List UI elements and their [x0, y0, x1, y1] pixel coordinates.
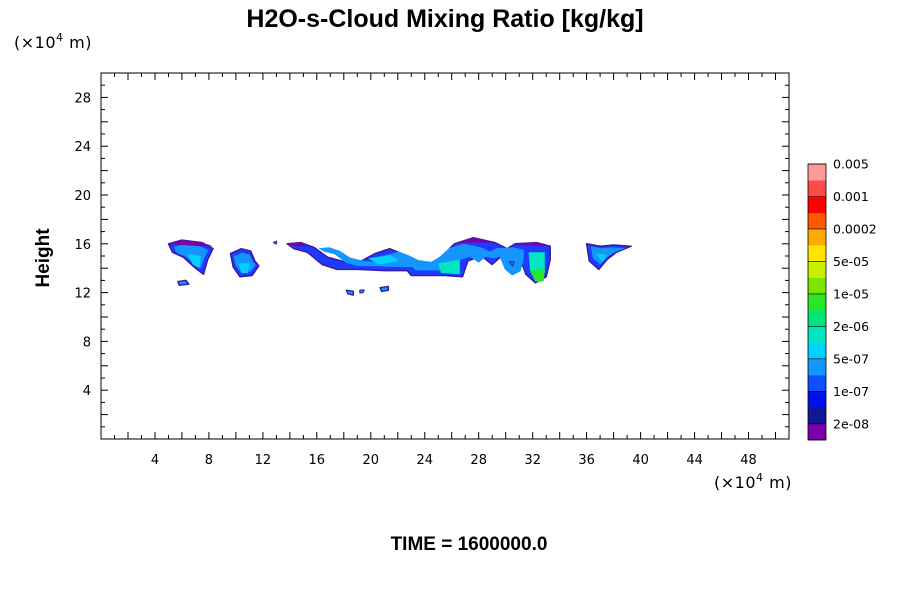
cloud-feature-2: [229, 247, 260, 278]
cloud-top-4: [287, 242, 307, 247]
x-tick-label: 12: [255, 453, 272, 468]
y-axis-label: Height: [33, 228, 54, 288]
cloud-core-7: [596, 253, 607, 263]
x-tick-label: 28: [470, 453, 487, 468]
y-tick-label: 24: [74, 140, 91, 155]
cloud-inner: [381, 287, 388, 291]
cloud-inner: [360, 290, 364, 293]
colorbar-swatch: [808, 293, 826, 311]
colorbar-swatch: [808, 228, 826, 246]
cloud-core-4: [528, 252, 545, 274]
x-unit-exp: 4: [756, 471, 764, 484]
cloud-top-3: [515, 242, 551, 247]
cloud-feature-7: [359, 289, 365, 294]
x-tick-label: 20: [363, 453, 380, 468]
x-tick-label: 36: [578, 453, 595, 468]
colorbar-swatch: [808, 196, 826, 214]
x-unit-prefix: (×10: [714, 473, 756, 492]
x-tick-label: 24: [417, 453, 434, 468]
x-tick-label: 8: [205, 453, 213, 468]
cloud-feature-4: [585, 243, 632, 271]
cloud-feature-8: [379, 285, 390, 293]
cloud-core-5: [530, 269, 545, 282]
cloud-outline: [286, 236, 551, 284]
cloud-inner: [179, 281, 188, 285]
colorbar-swatch: [808, 342, 826, 360]
colorbar-swatch: [808, 407, 826, 425]
colorbar-swatch: [808, 310, 826, 327]
colorbar-label: 0.001: [833, 189, 869, 204]
colorbar-swatch: [808, 358, 826, 376]
x-tick-label: 44: [686, 453, 703, 468]
y-unit-label: (×104 m): [14, 31, 92, 52]
cloud-top-1: [168, 240, 213, 247]
cloud-top-2: [454, 237, 495, 244]
colorbar-label: 0.0002: [833, 221, 877, 236]
y-unit-suffix: m): [64, 33, 92, 52]
colorbar-swatch: [808, 261, 826, 278]
cloud-inner: [274, 241, 277, 244]
y-tick-label: 28: [74, 91, 91, 106]
cloud-feature-6: [345, 289, 355, 296]
cloud-core-6: [368, 254, 400, 265]
colorbar-swatch: [808, 277, 826, 295]
cloud-inner: [233, 252, 256, 273]
colorbar-swatch: [808, 245, 826, 262]
colorbar-swatch: [808, 375, 826, 392]
cloud-feature-5: [177, 279, 190, 287]
colorbar-swatch: [808, 423, 826, 441]
colorbar-label: 5e-07: [833, 351, 869, 366]
y-tick-label: 12: [74, 287, 91, 302]
time-label: TIME = 1600000.0: [391, 534, 548, 555]
y-unit-prefix: (×10: [14, 33, 56, 52]
cloud-inner: [318, 243, 524, 276]
y-unit-exp: 4: [56, 31, 64, 44]
x-tick-label: 48: [740, 453, 757, 468]
x-unit-suffix: m): [764, 473, 792, 492]
y-tick-label: 8: [83, 335, 91, 350]
cloud-inner: [590, 246, 626, 265]
x-tick-label: 32: [524, 453, 541, 468]
y-tick-label: 16: [74, 238, 91, 253]
colorbar-label: 1e-07: [833, 384, 869, 399]
cloud-inner: [347, 290, 353, 295]
colorbar-swatch: [808, 164, 826, 181]
cloud-core-2: [238, 263, 250, 274]
cloud-core-1: [187, 253, 201, 269]
y-tick-label: 4: [83, 384, 91, 399]
colorbar-label: 0.005: [833, 157, 869, 172]
chart-title: H2O-s-Cloud Mixing Ratio [kg/kg]: [246, 5, 643, 33]
cloud-feature-9: [272, 240, 278, 245]
cloud-inner: [510, 262, 514, 265]
x-tick-label: 4: [151, 453, 159, 468]
colorbar-swatch: [808, 180, 826, 197]
cloud-feature-3: [286, 236, 551, 284]
colorbar-swatch: [808, 326, 826, 343]
x-tick-label: 16: [309, 453, 326, 468]
colorbar-label: 2e-08: [833, 416, 869, 431]
plot-data: [167, 236, 632, 296]
x-unit-label: (×104 m): [714, 471, 792, 492]
colorbar: 2e-08 1e-07 5e-07 2e-06 1e-05 5e-05 0.0002 0.00…: [807, 157, 877, 441]
colorbar-swatch: [808, 212, 826, 230]
y-tick-label: 20: [74, 189, 91, 204]
colorbar-swatch: [808, 391, 826, 408]
colorbar-label: 5e-05: [833, 254, 869, 269]
colorbar-label: 1e-05: [833, 286, 869, 301]
cloud-core-3: [438, 259, 460, 275]
colorbar-label: 2e-06: [833, 319, 869, 334]
cloud-feature-10: [509, 261, 515, 267]
x-tick-label: 40: [632, 453, 649, 468]
